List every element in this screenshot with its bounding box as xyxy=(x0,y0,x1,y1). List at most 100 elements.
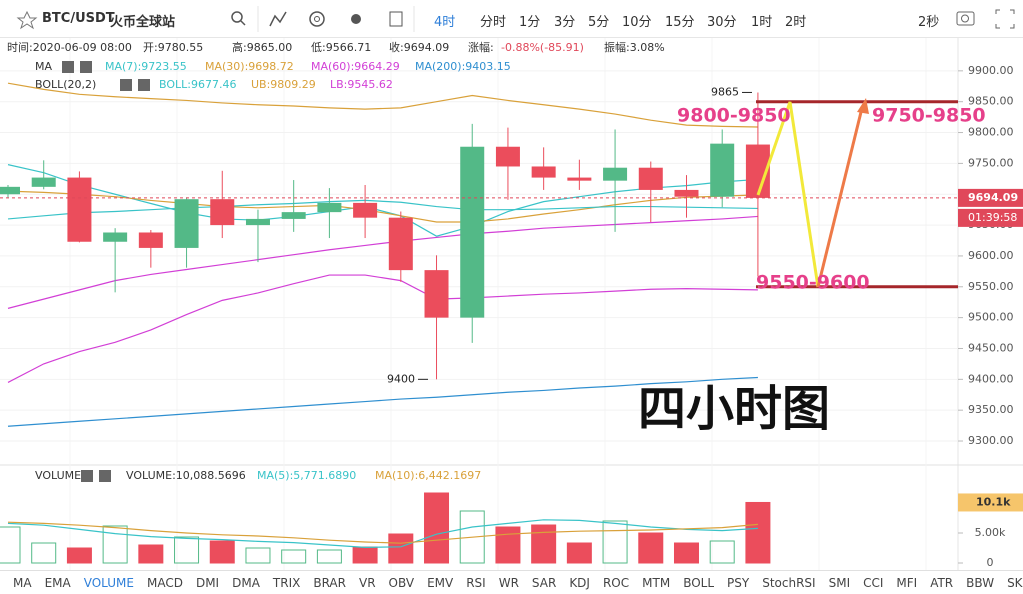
close-button[interactable] xyxy=(80,61,92,73)
indicator-group: BOLL(20,2) xyxy=(35,78,96,91)
indicator-tab[interactable]: CCI xyxy=(863,575,884,590)
y-tick-label: 9900.00 xyxy=(968,64,1014,77)
price-marker: 9400 xyxy=(387,372,415,385)
volume-bar xyxy=(0,526,21,564)
indicator-tab[interactable]: WR xyxy=(498,575,519,590)
y-tick-label: 9300.00 xyxy=(968,434,1014,447)
candle-body xyxy=(460,146,485,318)
settings-button[interactable] xyxy=(62,61,74,73)
drawn-arrow xyxy=(816,107,864,288)
candle-body xyxy=(67,177,92,242)
indicator-tab[interactable]: MFI xyxy=(896,575,918,590)
indicator-tab[interactable]: VR xyxy=(358,575,376,590)
volume-bar xyxy=(566,542,592,564)
indicator-tab[interactable]: PSY xyxy=(727,575,750,590)
y-tick-label: 9350.00 xyxy=(968,403,1014,416)
indicator-tabs: MA EMA VOLUME MACD DMI DMA TRIX BRAR VR OBV EMV RSI… xyxy=(0,570,1023,594)
indicator-tab[interactable]: TRIX xyxy=(272,575,301,590)
indicator-tab[interactable]: DMA xyxy=(232,575,260,590)
last-price-box xyxy=(958,188,1023,207)
toolbar-icons xyxy=(16,6,1015,32)
search-icon[interactable] xyxy=(231,11,243,23)
close-button[interactable] xyxy=(99,470,111,482)
volume-bar xyxy=(174,536,200,564)
indicator-tab[interactable]: MA xyxy=(13,575,32,590)
volume-bar xyxy=(66,547,92,564)
info-item: 低:9566.71 xyxy=(311,41,371,54)
interval[interactable]: 30分 xyxy=(707,15,737,30)
legend-entry: MA(200):9403.15 xyxy=(415,60,511,73)
volume-bar xyxy=(388,533,414,564)
volume-bar xyxy=(424,492,450,564)
indicator-tab[interactable]: StochRSI xyxy=(762,575,816,590)
annotation: 9800-9850 xyxy=(677,105,791,127)
volume-label: VOLUME:10,088.5696 xyxy=(126,469,246,482)
info-item: 时间:2020-06-09 08:00 xyxy=(7,41,132,54)
interval[interactable]: 5分 xyxy=(588,15,610,30)
settings-icon[interactable] xyxy=(309,11,325,27)
volume-bar xyxy=(531,524,557,564)
indicator-tab[interactable]: MTM xyxy=(642,575,671,590)
candle-body xyxy=(638,167,663,190)
candle-body xyxy=(388,217,413,271)
chart-type-icon[interactable] xyxy=(269,11,287,27)
legend-entry: MA(60):9664.29 xyxy=(311,60,400,73)
volume-ma-line xyxy=(7,521,758,544)
symbol[interactable]: BTC/USDT xyxy=(42,11,115,26)
interval[interactable]: 15分 xyxy=(665,15,695,30)
refresh-rate[interactable]: 2秒 xyxy=(918,15,940,30)
indicator-tab[interactable]: DMI xyxy=(195,575,220,590)
indicator-tab[interactable]: BOLL xyxy=(683,575,715,590)
volume-bar xyxy=(245,547,271,564)
chart: 时间:2020-06-09 08:00 开:9780.55 高:9865.00 低:9… xyxy=(0,38,1023,570)
volume-bar xyxy=(602,520,628,564)
candle-body xyxy=(353,202,378,218)
interval[interactable]: 10分 xyxy=(622,15,652,30)
interval[interactable]: 1时 xyxy=(751,15,773,30)
indicator-tab[interactable]: BBW xyxy=(966,575,995,590)
indicator-tab[interactable]: ATR xyxy=(930,575,954,590)
last-volume-box xyxy=(958,493,1023,512)
info-item: 收:9694.09 xyxy=(389,40,449,54)
theme-icon[interactable] xyxy=(351,14,361,24)
candle-body xyxy=(138,232,163,248)
annotation: 9750-9850 xyxy=(872,105,986,127)
candle-body xyxy=(424,270,449,318)
drawn-path xyxy=(756,101,820,288)
interval[interactable]: 分时 xyxy=(480,15,507,30)
indicator-tab[interactable]: MACD xyxy=(146,575,183,590)
screenshot-icon[interactable] xyxy=(956,11,975,26)
y-tick-label: 9850.00 xyxy=(968,95,1014,108)
template-icon[interactable] xyxy=(389,11,403,27)
interval[interactable]: 2时 xyxy=(785,15,807,30)
candle-body xyxy=(674,189,699,197)
y-tick-label: 9400.00 xyxy=(968,372,1014,385)
indicator-tab[interactable]: EMA xyxy=(44,575,71,590)
indicator-tab[interactable]: SAR xyxy=(531,575,557,590)
candle-body xyxy=(210,199,235,226)
candle-body xyxy=(603,167,628,181)
indicator-tab[interactable]: KDJ xyxy=(569,575,590,590)
settings-button[interactable] xyxy=(81,470,93,482)
interval[interactable]: 3分 xyxy=(554,15,576,30)
settings-button[interactable] xyxy=(120,79,132,91)
indicator-tab[interactable]: OBV xyxy=(388,575,415,590)
interval[interactable]: 1分 xyxy=(519,15,541,30)
close-button[interactable] xyxy=(138,79,150,91)
indicator-tab[interactable]: ROC xyxy=(602,575,630,590)
last-price-label: 9694.09 xyxy=(968,191,1018,204)
fullscreen-icon[interactable] xyxy=(995,9,1015,29)
indicator-tab[interactable]: RSI xyxy=(466,575,486,590)
indicator-group: MA xyxy=(35,60,52,73)
volume-ma-line xyxy=(7,519,758,549)
volume-bar xyxy=(673,542,699,564)
indicator-tab[interactable]: SMI xyxy=(828,575,851,590)
info-item: 涨幅: xyxy=(468,41,494,54)
indicator-tab[interactable]: BRAR xyxy=(313,575,346,590)
star-icon[interactable] xyxy=(16,10,38,30)
indicator-tab[interactable]: SKDJ xyxy=(1007,575,1023,590)
indicator-line xyxy=(7,82,758,128)
indicator-tab[interactable]: EMV xyxy=(427,575,454,590)
interval[interactable]: 4时 xyxy=(434,15,456,30)
indicator-tab[interactable]: VOLUME xyxy=(83,575,134,590)
